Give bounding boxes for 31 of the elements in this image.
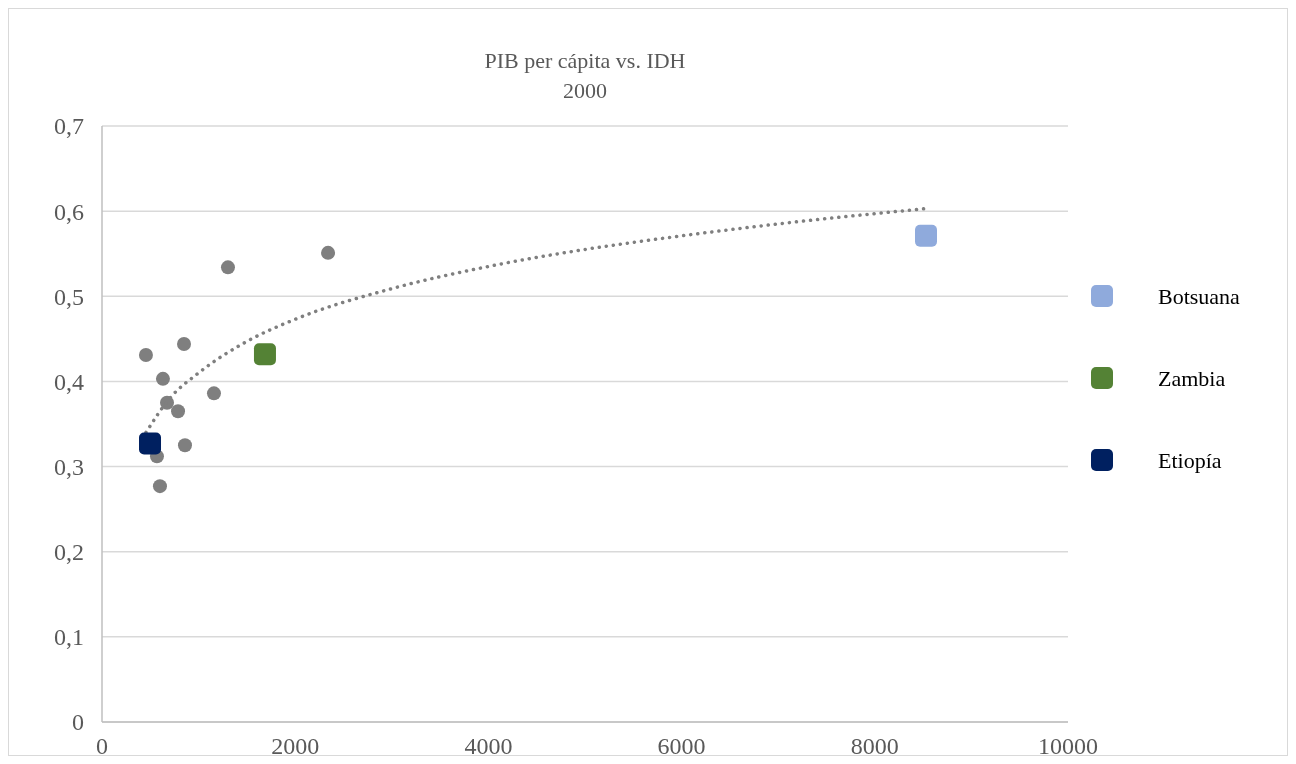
y-tick-label: 0,2 xyxy=(54,539,84,566)
y-tick-label: 0 xyxy=(72,709,84,736)
x-tick-label: 10000 xyxy=(1038,733,1098,759)
x-tick-label: 4000 xyxy=(464,733,513,759)
point xyxy=(206,386,221,401)
y-tick-label: 0,5 xyxy=(54,283,84,310)
point xyxy=(139,432,162,455)
y-tick-label: 0,6 xyxy=(54,198,84,225)
point xyxy=(321,245,336,260)
y-tick-label: 0,1 xyxy=(54,624,84,651)
point xyxy=(152,479,167,494)
chart-subtitle: 2000 xyxy=(563,78,607,103)
legend-label: Botsuana xyxy=(1158,283,1241,309)
point xyxy=(220,260,235,275)
point xyxy=(915,224,937,247)
chart-title: PIB per cápita vs. IDH xyxy=(484,48,686,73)
point xyxy=(177,336,192,351)
y-tick-label: 0,3 xyxy=(54,453,84,480)
y-tick-label: 0,7 xyxy=(54,113,84,140)
legend-label: Etiopía xyxy=(1158,447,1222,473)
point xyxy=(155,371,170,386)
point xyxy=(253,343,276,366)
point xyxy=(177,438,192,453)
y-tick-label: 0,4 xyxy=(54,368,84,395)
x-tick-label: 0 xyxy=(96,733,108,759)
x-tick-label: 6000 xyxy=(657,733,706,759)
point xyxy=(138,348,153,363)
legend-label: Zambia xyxy=(1158,365,1226,391)
x-tick-label: 2000 xyxy=(271,733,320,759)
x-tick-label: 8000 xyxy=(850,733,899,759)
point xyxy=(171,404,186,419)
